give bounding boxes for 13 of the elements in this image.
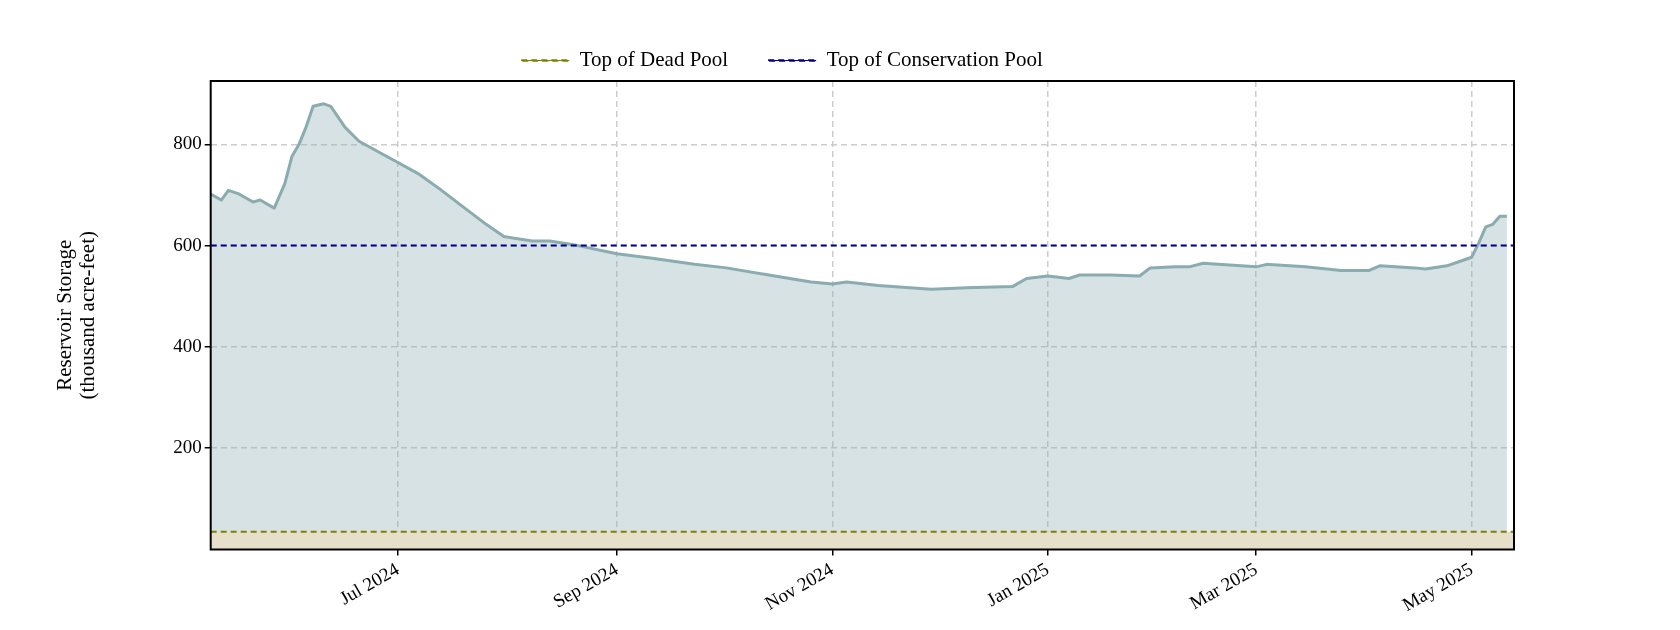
y-tick-label: 400 (173, 334, 202, 356)
x-tick-label: Nov 2024 (761, 557, 838, 614)
x-tick-label: Jan 2025 (982, 557, 1053, 611)
legend-label: Top of Dead Pool (579, 47, 729, 72)
y-axis-title: Reservoir Storage (thousand acre-feet) (52, 230, 100, 400)
x-tick-label: Mar 2025 (1185, 557, 1261, 614)
legend-label: Top of Conservation Pool (826, 47, 1043, 72)
x-tick-label: Sep 2024 (549, 557, 622, 612)
x-tick-label: May 2025 (1398, 557, 1477, 615)
y-tick-label: 600 (173, 233, 202, 255)
x-tick-label: Jul 2024 (335, 557, 403, 609)
y-tick-label: 200 (173, 436, 202, 458)
y-tick-label: 800 (173, 132, 202, 154)
